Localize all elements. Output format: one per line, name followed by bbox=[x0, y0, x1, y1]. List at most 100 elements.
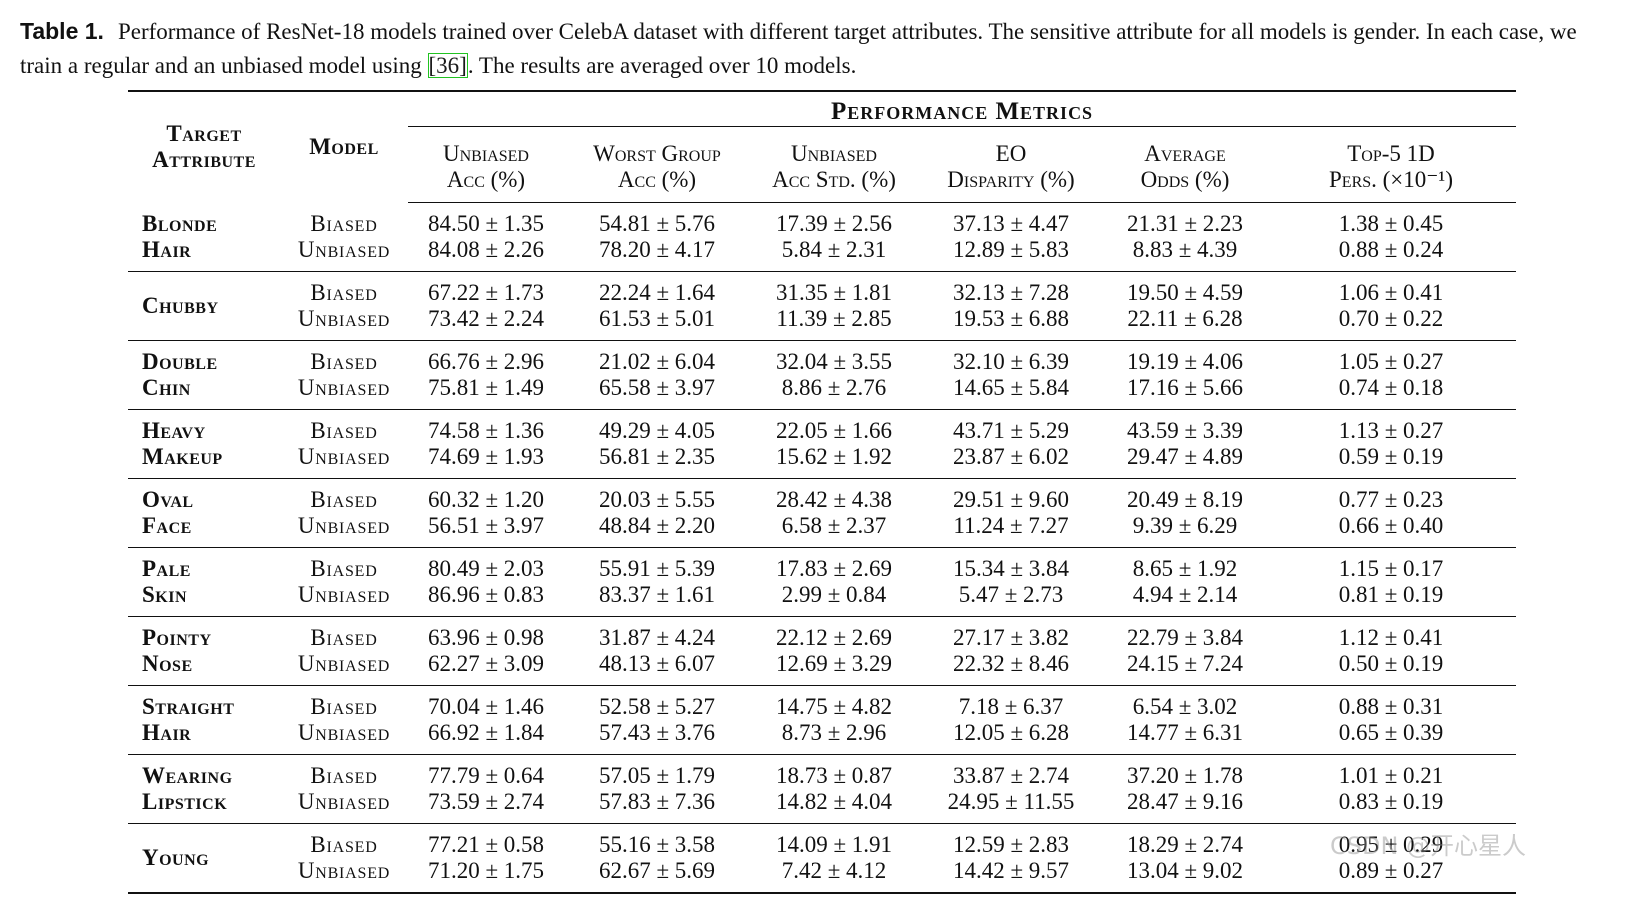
biased-value: 15.34 ± 3.84 bbox=[952, 556, 1070, 581]
unbiased-value: 71.20 ± 1.75 bbox=[427, 858, 545, 883]
unbiased-value: 0.59 ± 0.19 bbox=[1338, 444, 1444, 469]
header-metric-line: Acc Std. (%) bbox=[772, 167, 896, 192]
metric-cell: 43.59 ± 3.39 29.47 ± 4.89 bbox=[1104, 409, 1266, 479]
unbiased-value: 56.81 ± 2.35 bbox=[598, 444, 716, 469]
target-attribute-line: Face bbox=[142, 513, 192, 538]
unbiased-value: 14.77 ± 6.31 bbox=[1126, 720, 1244, 745]
target-attribute-cell: Blonde Hair bbox=[128, 202, 280, 272]
target-attribute-cell: Young bbox=[128, 823, 280, 894]
table-row: Wearing Lipstick Biased Unbiased 77.79 ± 0.6… bbox=[128, 754, 1517, 824]
table-row: Heavy Makeup Biased Unbiased 74.58 ± 1.36 74.… bbox=[128, 409, 1517, 479]
target-attribute-line: Makeup bbox=[142, 444, 223, 469]
unbiased-value: 48.84 ± 2.20 bbox=[598, 513, 716, 538]
metric-cell: 1.05 ± 0.27 0.74 ± 0.18 bbox=[1266, 340, 1517, 410]
unbiased-value: 12.89 ± 5.83 bbox=[952, 237, 1070, 262]
biased-value: 77.21 ± 0.58 bbox=[427, 832, 545, 857]
citation-link[interactable]: [36] bbox=[427, 53, 468, 78]
biased-value: 22.79 ± 3.84 bbox=[1126, 625, 1244, 650]
biased-value: 1.15 ± 0.17 bbox=[1338, 556, 1444, 581]
header-target-attribute-line2: Attribute bbox=[152, 147, 256, 173]
table-row: Double Chin Biased Unbiased 66.76 ± 2.96 75.8… bbox=[128, 340, 1517, 410]
unbiased-value: 75.81 ± 1.49 bbox=[427, 375, 545, 400]
metric-cell: 0.95 ± 0.29 0.89 ± 0.27 bbox=[1266, 823, 1517, 894]
unbiased-value: 12.05 ± 6.28 bbox=[952, 720, 1070, 745]
biased-value: 0.95 ± 0.29 bbox=[1338, 832, 1444, 857]
model-label: Biased bbox=[310, 763, 378, 788]
unbiased-value: 57.83 ± 7.36 bbox=[598, 789, 716, 814]
unbiased-value: 11.39 ± 2.85 bbox=[776, 306, 892, 331]
metric-cell: 18.73 ± 0.87 14.82 ± 4.04 bbox=[750, 754, 918, 824]
unbiased-value: 73.42 ± 2.24 bbox=[427, 306, 545, 331]
table-row: Straight Hair Biased Unbiased 70.04 ± 1.46 66… bbox=[128, 685, 1517, 755]
biased-value: 8.65 ± 1.92 bbox=[1132, 556, 1238, 581]
target-attribute-line: Blonde bbox=[142, 210, 218, 236]
header-metric-line: Unbiased bbox=[791, 141, 877, 166]
metric-cell: 80.49 ± 2.03 86.96 ± 0.83 bbox=[408, 547, 564, 617]
metric-cell: 15.34 ± 3.84 5.47 ± 2.73 bbox=[918, 547, 1104, 617]
model-label: Biased bbox=[310, 694, 378, 719]
metric-cell: 74.58 ± 1.36 74.69 ± 1.93 bbox=[408, 409, 564, 479]
unbiased-value: 0.81 ± 0.19 bbox=[1338, 582, 1444, 607]
metric-cell: 1.15 ± 0.17 0.81 ± 0.19 bbox=[1266, 547, 1517, 617]
target-attribute-line: Wearing bbox=[142, 763, 233, 788]
unbiased-value: 23.87 ± 6.02 bbox=[952, 444, 1070, 469]
metric-cell: 19.19 ± 4.06 17.16 ± 5.66 bbox=[1104, 340, 1266, 410]
target-attribute-line: Heavy bbox=[142, 418, 206, 443]
metric-cell: 32.13 ± 7.28 19.53 ± 6.88 bbox=[918, 271, 1104, 341]
header-metric-0: Unbiased Acc (%) bbox=[408, 132, 564, 203]
metric-cell: 49.29 ± 4.05 56.81 ± 2.35 bbox=[564, 409, 750, 479]
metric-cell: 77.21 ± 0.58 71.20 ± 1.75 bbox=[408, 823, 564, 894]
header-metric-line: Acc (%) bbox=[617, 167, 697, 192]
biased-value: 21.31 ± 2.23 bbox=[1126, 211, 1244, 236]
unbiased-value: 8.83 ± 4.39 bbox=[1132, 237, 1238, 262]
biased-value: 1.13 ± 0.27 bbox=[1338, 418, 1444, 443]
biased-value: 7.18 ± 6.37 bbox=[958, 694, 1064, 719]
model-cell: Biased Unbiased bbox=[280, 616, 408, 686]
biased-value: 1.01 ± 0.21 bbox=[1338, 763, 1444, 788]
biased-value: 22.24 ± 1.64 bbox=[598, 280, 716, 305]
unbiased-value: 0.83 ± 0.19 bbox=[1338, 789, 1444, 814]
biased-value: 63.96 ± 0.98 bbox=[427, 625, 545, 650]
target-attribute-cell: Oval Face bbox=[128, 478, 280, 548]
biased-value: 37.13 ± 4.47 bbox=[952, 211, 1070, 236]
metric-cell: 60.32 ± 1.20 56.51 ± 3.97 bbox=[408, 478, 564, 548]
metric-cell: 27.17 ± 3.82 22.32 ± 8.46 bbox=[918, 616, 1104, 686]
target-attribute-cell: Pointy Nose bbox=[128, 616, 280, 686]
model-label: Unbiased bbox=[297, 306, 391, 331]
metric-cell: 0.88 ± 0.31 0.65 ± 0.39 bbox=[1266, 685, 1517, 755]
metric-cell: 31.87 ± 4.24 48.13 ± 6.07 bbox=[564, 616, 750, 686]
unbiased-value: 6.58 ± 2.37 bbox=[781, 513, 887, 538]
unbiased-value: 62.27 ± 3.09 bbox=[427, 651, 545, 676]
target-attribute-line: Oval bbox=[142, 487, 194, 512]
model-cell: Biased Unbiased bbox=[280, 823, 408, 894]
biased-value: 55.91 ± 5.39 bbox=[598, 556, 716, 581]
header-performance-metrics: Performance Metrics bbox=[408, 90, 1517, 132]
metric-cell: 22.24 ± 1.64 61.53 ± 5.01 bbox=[564, 271, 750, 341]
metric-cell: 22.05 ± 1.66 15.62 ± 1.92 bbox=[750, 409, 918, 479]
model-label: Unbiased bbox=[297, 513, 391, 538]
biased-value: 31.35 ± 1.81 bbox=[775, 280, 893, 305]
model-cell: Biased Unbiased bbox=[280, 754, 408, 824]
biased-value: 84.50 ± 1.35 bbox=[427, 211, 545, 236]
unbiased-value: 0.70 ± 0.22 bbox=[1338, 306, 1444, 331]
unbiased-value: 0.65 ± 0.39 bbox=[1338, 720, 1444, 745]
biased-value: 49.29 ± 4.05 bbox=[598, 418, 716, 443]
results-table: Target Attribute Model Performance Metri… bbox=[128, 90, 1517, 894]
unbiased-value: 17.16 ± 5.66 bbox=[1126, 375, 1244, 400]
unbiased-value: 29.47 ± 4.89 bbox=[1126, 444, 1244, 469]
model-cell: Biased Unbiased bbox=[280, 409, 408, 479]
metric-cell: 18.29 ± 2.74 13.04 ± 9.02 bbox=[1104, 823, 1266, 894]
biased-value: 18.73 ± 0.87 bbox=[775, 763, 893, 788]
model-cell: Biased Unbiased bbox=[280, 340, 408, 410]
metric-cell: 17.83 ± 2.69 2.99 ± 0.84 bbox=[750, 547, 918, 617]
biased-value: 28.42 ± 4.38 bbox=[775, 487, 893, 512]
metric-cell: 54.81 ± 5.76 78.20 ± 4.17 bbox=[564, 202, 750, 272]
model-label: Biased bbox=[310, 556, 378, 581]
unbiased-value: 5.84 ± 2.31 bbox=[781, 237, 887, 262]
biased-value: 6.54 ± 3.02 bbox=[1132, 694, 1238, 719]
biased-value: 1.06 ± 0.41 bbox=[1338, 280, 1444, 305]
header-metric-line: Worst Group bbox=[593, 141, 721, 166]
model-cell: Biased Unbiased bbox=[280, 202, 408, 272]
metric-cell: 21.02 ± 6.04 65.58 ± 3.97 bbox=[564, 340, 750, 410]
metric-cell: 20.49 ± 8.19 9.39 ± 6.29 bbox=[1104, 478, 1266, 548]
